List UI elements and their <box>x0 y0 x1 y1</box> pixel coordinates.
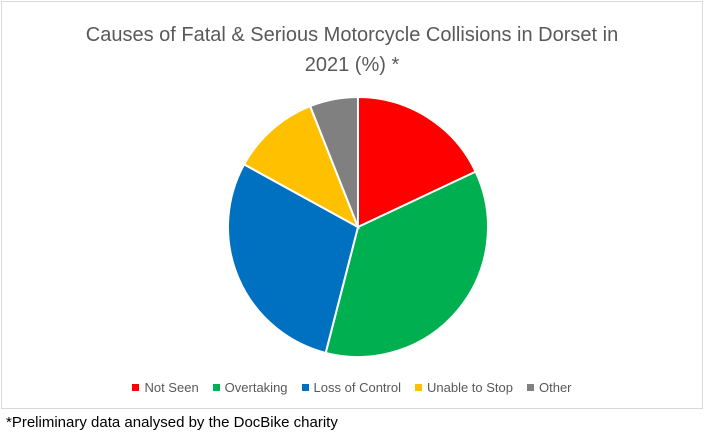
pie-slice-unable-to-stop <box>242 104 360 230</box>
legend-item-loss-of-control: Loss of Control <box>301 380 401 395</box>
chart-title-line-2: 2021 (%) * <box>304 54 400 76</box>
legend: Not Seen Overtaking Loss of Control Unable … <box>2 380 702 395</box>
legend-item-overtaking: Overtaking <box>212 380 288 395</box>
legend-swatch <box>301 384 309 391</box>
chart-area: Causes of Fatal & Serious Motorcycle Col… <box>1 1 703 409</box>
pie-slice-loss-of-control <box>227 163 360 355</box>
chart-title: Causes of Fatal & Serious Motorcycle Col… <box>2 20 702 80</box>
legend-item-other: Other <box>527 380 572 395</box>
legend-swatch <box>414 384 422 391</box>
legend-swatch <box>212 384 220 391</box>
legend-item-not-seen: Not Seen <box>132 380 199 395</box>
pie-slice-overtaking <box>324 170 489 358</box>
legend-label: Overtaking <box>224 380 288 395</box>
legend-swatch <box>527 384 534 391</box>
legend-swatch <box>132 384 140 391</box>
legend-label: Unable to Stop <box>426 380 513 395</box>
legend-label: Other <box>539 380 572 395</box>
pie-chart <box>227 95 489 358</box>
legend-item-unable-to-stop: Unable to Stop <box>414 380 513 395</box>
chart-title-line-1: Causes of Fatal & Serious Motorcycle Col… <box>85 24 619 46</box>
pie-slice-not-seen <box>357 95 477 229</box>
legend-label: Not Seen <box>144 380 199 395</box>
legend-label: Loss of Control <box>313 380 401 395</box>
footnote: *Preliminary data analysed by the DocBik… <box>6 414 338 431</box>
pie-slice-other <box>308 95 359 228</box>
